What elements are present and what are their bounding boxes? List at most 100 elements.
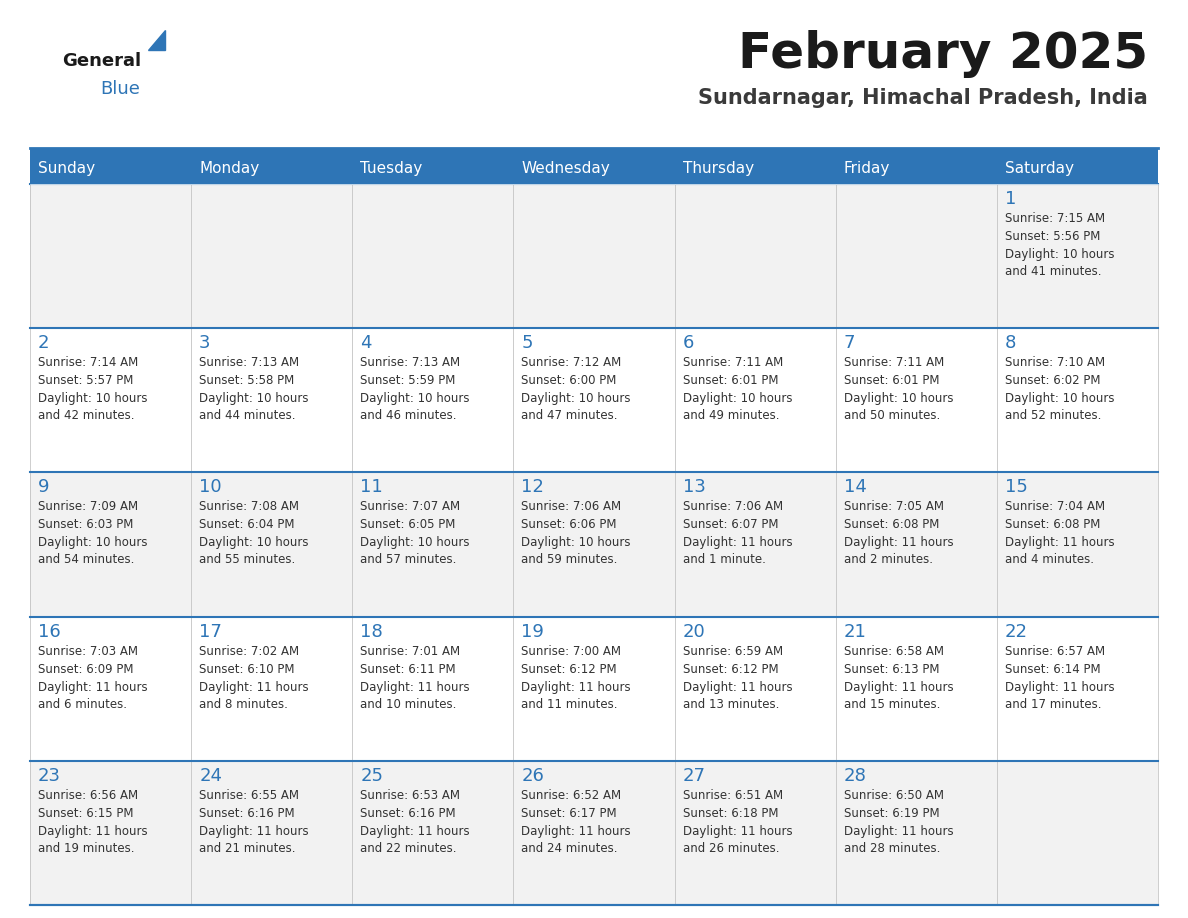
Text: Daylight: 11 hours
and 15 minutes.: Daylight: 11 hours and 15 minutes. — [843, 680, 953, 711]
Text: 12: 12 — [522, 478, 544, 497]
Text: 21: 21 — [843, 622, 866, 641]
Text: 19: 19 — [522, 622, 544, 641]
Text: 2: 2 — [38, 334, 50, 353]
Text: Daylight: 11 hours
and 11 minutes.: Daylight: 11 hours and 11 minutes. — [522, 680, 631, 711]
Text: 15: 15 — [1005, 478, 1028, 497]
Text: Sunset: 5:56 PM: Sunset: 5:56 PM — [1005, 230, 1100, 243]
Text: Sunrise: 7:10 AM: Sunrise: 7:10 AM — [1005, 356, 1105, 369]
Text: Sunset: 5:57 PM: Sunset: 5:57 PM — [38, 375, 133, 387]
Text: Sunset: 6:14 PM: Sunset: 6:14 PM — [1005, 663, 1100, 676]
Text: Sunset: 6:17 PM: Sunset: 6:17 PM — [522, 807, 617, 820]
Text: Daylight: 11 hours
and 4 minutes.: Daylight: 11 hours and 4 minutes. — [1005, 536, 1114, 566]
Text: Sunset: 6:05 PM: Sunset: 6:05 PM — [360, 519, 456, 532]
Text: 20: 20 — [683, 622, 706, 641]
Bar — [675, 329, 835, 473]
Text: Sunset: 6:15 PM: Sunset: 6:15 PM — [38, 807, 133, 820]
Text: Monday: Monday — [200, 161, 259, 175]
Text: Sunrise: 7:11 AM: Sunrise: 7:11 AM — [683, 356, 783, 369]
Text: Sunrise: 7:13 AM: Sunrise: 7:13 AM — [200, 356, 299, 369]
Text: 7: 7 — [843, 334, 855, 353]
Bar — [997, 617, 1158, 761]
Text: 10: 10 — [200, 478, 222, 497]
Text: Sunrise: 7:04 AM: Sunrise: 7:04 AM — [1005, 500, 1105, 513]
Bar — [191, 473, 353, 617]
Text: Sunrise: 7:12 AM: Sunrise: 7:12 AM — [522, 356, 621, 369]
Text: General: General — [62, 52, 141, 70]
Bar — [675, 473, 835, 617]
Bar — [997, 184, 1158, 329]
Text: Daylight: 11 hours
and 1 minute.: Daylight: 11 hours and 1 minute. — [683, 536, 792, 566]
Bar — [835, 617, 997, 761]
Text: Friday: Friday — [843, 161, 890, 175]
Text: Tuesday: Tuesday — [360, 161, 423, 175]
Text: Daylight: 10 hours
and 47 minutes.: Daylight: 10 hours and 47 minutes. — [522, 392, 631, 422]
Text: Daylight: 11 hours
and 28 minutes.: Daylight: 11 hours and 28 minutes. — [843, 824, 953, 855]
Bar — [997, 329, 1158, 473]
Text: Sunrise: 7:07 AM: Sunrise: 7:07 AM — [360, 500, 461, 513]
Bar — [353, 184, 513, 329]
Text: 18: 18 — [360, 622, 383, 641]
Bar — [835, 761, 997, 905]
Text: 5: 5 — [522, 334, 533, 353]
Text: 11: 11 — [360, 478, 383, 497]
Bar — [675, 617, 835, 761]
Text: 24: 24 — [200, 767, 222, 785]
Text: Sunset: 6:00 PM: Sunset: 6:00 PM — [522, 375, 617, 387]
Text: Daylight: 11 hours
and 26 minutes.: Daylight: 11 hours and 26 minutes. — [683, 824, 792, 855]
Text: Sunset: 6:09 PM: Sunset: 6:09 PM — [38, 663, 133, 676]
Text: 9: 9 — [38, 478, 50, 497]
Text: Sunset: 6:07 PM: Sunset: 6:07 PM — [683, 519, 778, 532]
Text: Sunrise: 7:09 AM: Sunrise: 7:09 AM — [38, 500, 138, 513]
Text: Daylight: 10 hours
and 44 minutes.: Daylight: 10 hours and 44 minutes. — [200, 392, 309, 422]
Bar — [513, 329, 675, 473]
Bar — [30, 617, 191, 761]
Text: Sunrise: 6:58 AM: Sunrise: 6:58 AM — [843, 644, 943, 657]
Text: Daylight: 11 hours
and 13 minutes.: Daylight: 11 hours and 13 minutes. — [683, 680, 792, 711]
Bar — [513, 761, 675, 905]
Text: 4: 4 — [360, 334, 372, 353]
Text: Sunrise: 7:06 AM: Sunrise: 7:06 AM — [522, 500, 621, 513]
Text: 17: 17 — [200, 622, 222, 641]
Text: 23: 23 — [38, 767, 61, 785]
Text: Sunset: 6:16 PM: Sunset: 6:16 PM — [200, 807, 295, 820]
Bar — [30, 148, 1158, 184]
Bar — [997, 761, 1158, 905]
Bar — [30, 473, 191, 617]
Text: Sunrise: 7:00 AM: Sunrise: 7:00 AM — [522, 644, 621, 657]
Bar — [353, 329, 513, 473]
Bar — [30, 184, 191, 329]
Text: Sunset: 6:12 PM: Sunset: 6:12 PM — [522, 663, 617, 676]
Text: 25: 25 — [360, 767, 384, 785]
Text: 27: 27 — [683, 767, 706, 785]
Bar — [191, 761, 353, 905]
Text: February 2025: February 2025 — [738, 30, 1148, 78]
Text: Daylight: 11 hours
and 24 minutes.: Daylight: 11 hours and 24 minutes. — [522, 824, 631, 855]
Bar — [191, 184, 353, 329]
Text: Sunrise: 7:13 AM: Sunrise: 7:13 AM — [360, 356, 461, 369]
Text: 1: 1 — [1005, 190, 1016, 208]
Text: Sunset: 6:06 PM: Sunset: 6:06 PM — [522, 519, 617, 532]
Bar — [513, 473, 675, 617]
Text: Wednesday: Wednesday — [522, 161, 611, 175]
Text: Daylight: 10 hours
and 55 minutes.: Daylight: 10 hours and 55 minutes. — [200, 536, 309, 566]
Text: Saturday: Saturday — [1005, 161, 1074, 175]
Text: Daylight: 10 hours
and 52 minutes.: Daylight: 10 hours and 52 minutes. — [1005, 392, 1114, 422]
Text: Sunset: 6:01 PM: Sunset: 6:01 PM — [843, 375, 940, 387]
Bar — [30, 761, 191, 905]
Text: Daylight: 10 hours
and 57 minutes.: Daylight: 10 hours and 57 minutes. — [360, 536, 469, 566]
Text: Sunrise: 7:01 AM: Sunrise: 7:01 AM — [360, 644, 461, 657]
Text: Daylight: 10 hours
and 46 minutes.: Daylight: 10 hours and 46 minutes. — [360, 392, 469, 422]
Text: Daylight: 10 hours
and 41 minutes.: Daylight: 10 hours and 41 minutes. — [1005, 248, 1114, 278]
Text: Daylight: 10 hours
and 42 minutes.: Daylight: 10 hours and 42 minutes. — [38, 392, 147, 422]
Bar — [997, 473, 1158, 617]
Text: 26: 26 — [522, 767, 544, 785]
Bar — [513, 617, 675, 761]
Text: Sunrise: 7:02 AM: Sunrise: 7:02 AM — [200, 644, 299, 657]
Text: Sunrise: 6:50 AM: Sunrise: 6:50 AM — [843, 789, 943, 801]
Text: Daylight: 11 hours
and 10 minutes.: Daylight: 11 hours and 10 minutes. — [360, 680, 470, 711]
Text: Sunrise: 6:55 AM: Sunrise: 6:55 AM — [200, 789, 299, 801]
Polygon shape — [148, 30, 165, 50]
Text: Daylight: 11 hours
and 17 minutes.: Daylight: 11 hours and 17 minutes. — [1005, 680, 1114, 711]
Text: Sunrise: 7:14 AM: Sunrise: 7:14 AM — [38, 356, 138, 369]
Text: Sunset: 6:16 PM: Sunset: 6:16 PM — [360, 807, 456, 820]
